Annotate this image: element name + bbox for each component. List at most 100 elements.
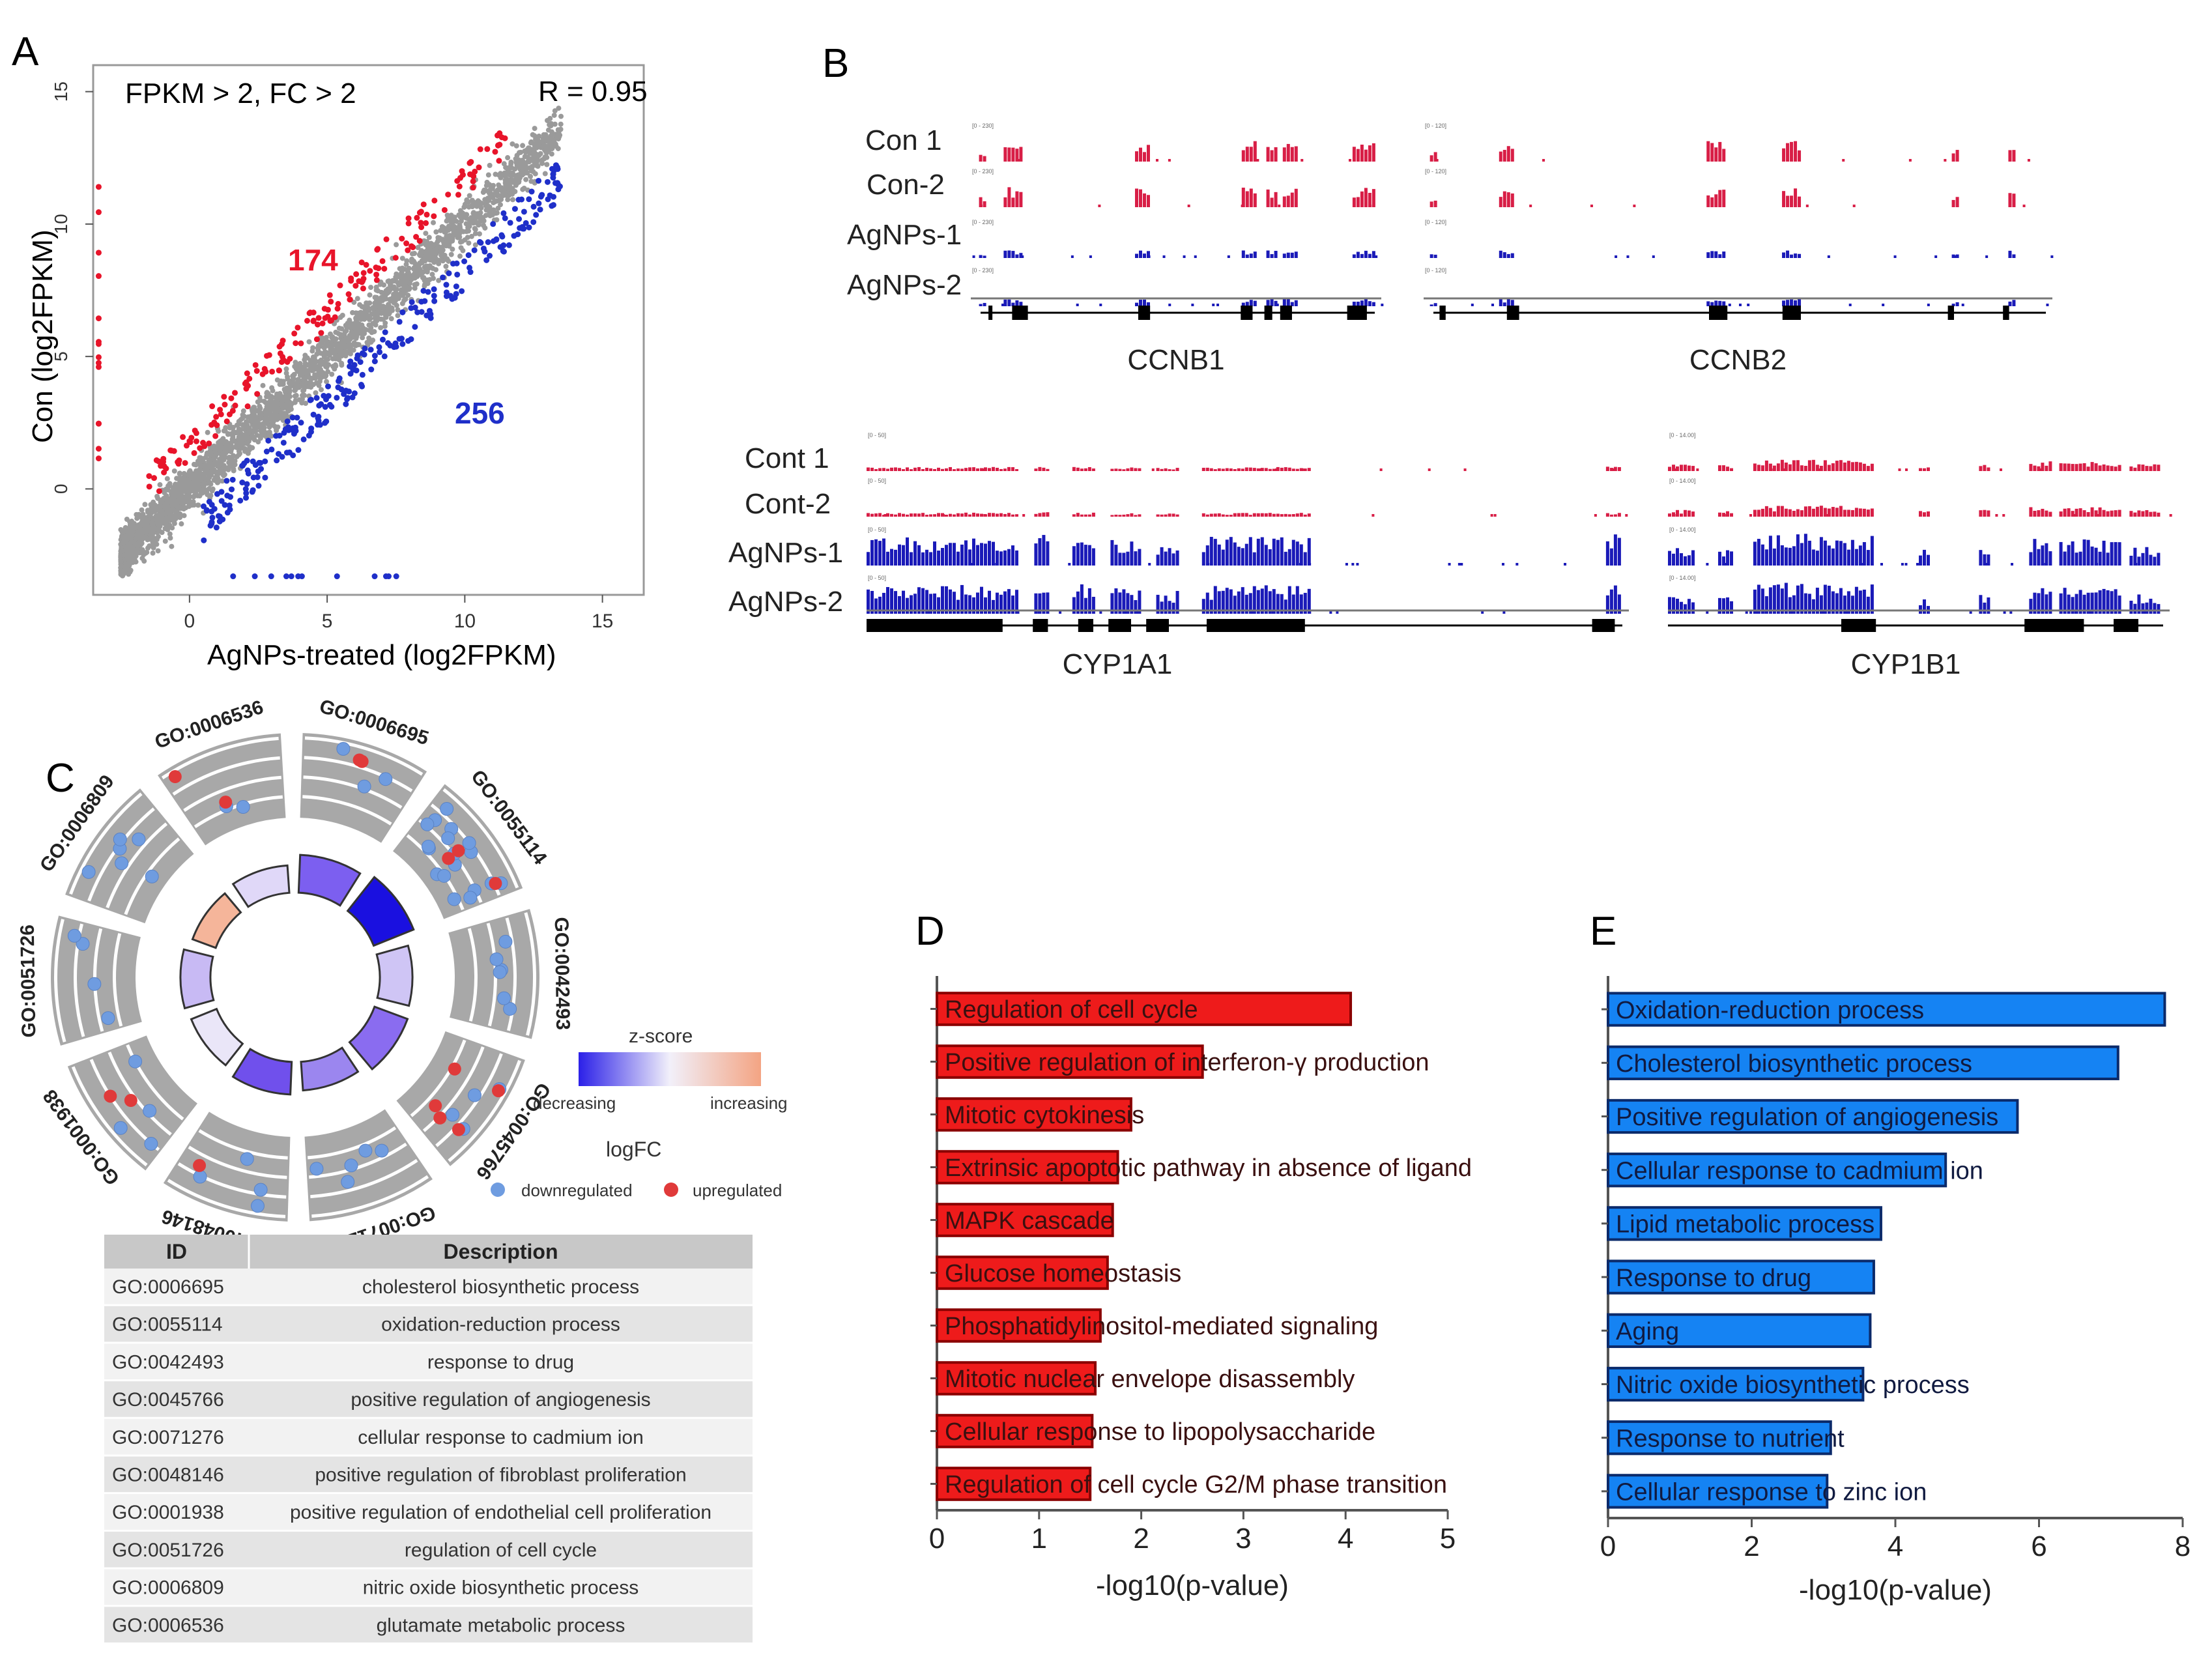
- coverage-bar: [1927, 511, 1930, 517]
- scatter-point-up: [193, 438, 199, 444]
- coverage-bar: [1256, 468, 1260, 471]
- go-gene-point-up: [352, 753, 366, 767]
- scatter-point: [270, 406, 276, 412]
- coverage-bar: [2078, 508, 2082, 517]
- scatter-point: [193, 491, 199, 496]
- coverage-bar: [898, 513, 901, 517]
- coverage-bar: [1201, 513, 1205, 517]
- scatter-point: [258, 428, 264, 434]
- coverage-bar: [1011, 514, 1014, 517]
- coverage-bar: [1201, 599, 1205, 614]
- scatter-point: [464, 212, 470, 218]
- coverage-bar: [2129, 600, 2133, 614]
- coverage-bar: [1379, 468, 1383, 471]
- coverage-bar: [1979, 595, 1983, 614]
- scatter-point-down: [280, 439, 287, 446]
- scatter-point: [234, 422, 240, 428]
- exon-block: [1782, 306, 1801, 320]
- scatter-point: [338, 333, 344, 339]
- coverage-bar: [1776, 584, 1780, 614]
- coverage-bar: [941, 514, 945, 517]
- scatter-point-up: [327, 318, 334, 324]
- table-cell-id: GO:0048146: [112, 1465, 224, 1486]
- coverage-bar: [1253, 300, 1257, 306]
- coverage-bar: [1098, 205, 1101, 207]
- coverage-bar: [2040, 468, 2043, 471]
- table-cell-description: nitric oxide biosynthetic process: [363, 1577, 639, 1599]
- scatter-point: [330, 334, 336, 339]
- coverage-bar: [1502, 611, 1506, 614]
- go-gene-point-up: [193, 1158, 207, 1172]
- scatter-point-down: [316, 402, 323, 409]
- coverage-bar: [898, 468, 901, 471]
- coverage-bar: [1757, 465, 1760, 471]
- scatter-point: [158, 511, 164, 517]
- scatter-point: [280, 403, 285, 409]
- scatter-point: [345, 339, 351, 345]
- coverage-bar: [1999, 468, 2002, 471]
- coverage-bar: [1353, 304, 1356, 306]
- coverage-bar: [2009, 611, 2013, 614]
- coverage-bar: [2059, 593, 2063, 614]
- coverage-bar: [1854, 508, 1858, 517]
- coverage-bar: [1515, 563, 1519, 566]
- coverage-bar: [1207, 563, 1210, 566]
- scatter-point-up: [146, 483, 152, 490]
- scatter-point-up: [379, 258, 386, 265]
- bar-x-tick-label: 4: [1888, 1530, 1903, 1562]
- coverage-bar: [937, 551, 940, 566]
- exon-block: [1841, 619, 1876, 632]
- coverage-bar: [2067, 463, 2071, 471]
- scatter-point: [167, 535, 173, 541]
- bar: [1607, 1153, 1947, 1188]
- coverage-bar: [1792, 460, 1796, 471]
- scatter-point-down: [399, 341, 406, 347]
- track-range-label: [0 - 50]: [868, 526, 886, 533]
- scatter-point-up: [277, 350, 283, 356]
- coverage-bar: [1205, 467, 1209, 471]
- coverage-bar: [1919, 468, 1922, 471]
- scatter-point-up: [228, 395, 235, 401]
- coverage-bar: [906, 537, 909, 566]
- scatter-point: [157, 517, 163, 523]
- coverage-bar: [870, 590, 874, 614]
- coverage-bar: [1807, 506, 1811, 517]
- scatter-point-down: [454, 271, 461, 278]
- scatter-point-up: [291, 330, 298, 337]
- scatter-point-up: [306, 310, 313, 317]
- scatter-point-down: [521, 225, 527, 232]
- coverage-bar: [1274, 147, 1278, 162]
- coverage-bar: [1241, 302, 1245, 306]
- coverage-bar: [937, 597, 940, 614]
- scatter-point-up: [416, 209, 423, 216]
- coverage-bar: [1747, 304, 1750, 306]
- coverage-bar: [1270, 150, 1274, 162]
- coverage-bar: [2106, 465, 2110, 471]
- coverage-bar: [1605, 541, 1609, 566]
- coverage-bar: [1726, 550, 1729, 566]
- scatter-point: [118, 558, 124, 564]
- coverage-bar: [882, 538, 885, 566]
- coverage-bar: [1862, 463, 1866, 471]
- coverage-bar: [1652, 255, 1655, 258]
- coverage-bar: [1369, 205, 1372, 207]
- coverage-bar: [874, 598, 878, 614]
- scatter-point-up: [424, 211, 430, 218]
- scatter-point-down: [244, 481, 250, 487]
- scatter-point: [446, 227, 452, 233]
- coverage-bar: [1706, 141, 1710, 162]
- scatter-point: [394, 242, 399, 248]
- go-gene-point-up: [452, 1123, 465, 1136]
- scatter-point: [543, 132, 549, 137]
- coverage-bar: [2063, 588, 2067, 614]
- scatter-point-down: [511, 206, 518, 212]
- coverage-bar: [1811, 508, 1815, 517]
- coverage-bar: [1772, 511, 1776, 517]
- coverage-bar: [1274, 300, 1278, 306]
- bar-category-label: Phosphatidylinositol-mediated signaling: [945, 1313, 1378, 1340]
- scatter-point-up: [399, 235, 405, 242]
- coverage-bar: [874, 468, 878, 471]
- scatter-point-up: [151, 475, 158, 481]
- scatter-point-down: [334, 573, 340, 580]
- scatter-point-up: [176, 457, 182, 464]
